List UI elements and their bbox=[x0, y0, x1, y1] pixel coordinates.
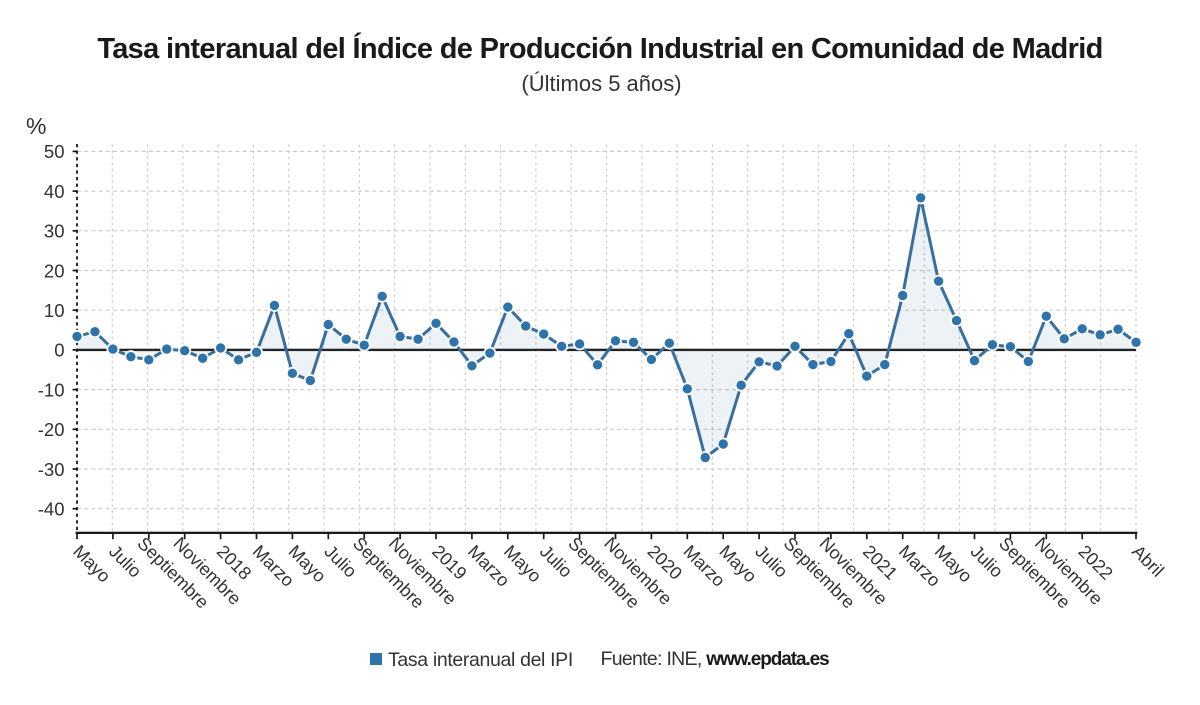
svg-text:30: 30 bbox=[44, 221, 65, 242]
svg-text:50: 50 bbox=[44, 141, 65, 162]
svg-text:10: 10 bbox=[44, 300, 65, 321]
svg-text:-40: -40 bbox=[38, 499, 65, 520]
svg-text:-10: -10 bbox=[38, 379, 65, 400]
svg-text:40: 40 bbox=[44, 181, 65, 202]
svg-text:Abril: Abril bbox=[1128, 541, 1168, 581]
svg-text:-30: -30 bbox=[38, 459, 65, 480]
svg-text:-20: -20 bbox=[38, 419, 65, 440]
svg-text:Mayo: Mayo bbox=[69, 541, 114, 586]
svg-text:20: 20 bbox=[44, 260, 65, 281]
svg-text:0: 0 bbox=[54, 340, 64, 361]
